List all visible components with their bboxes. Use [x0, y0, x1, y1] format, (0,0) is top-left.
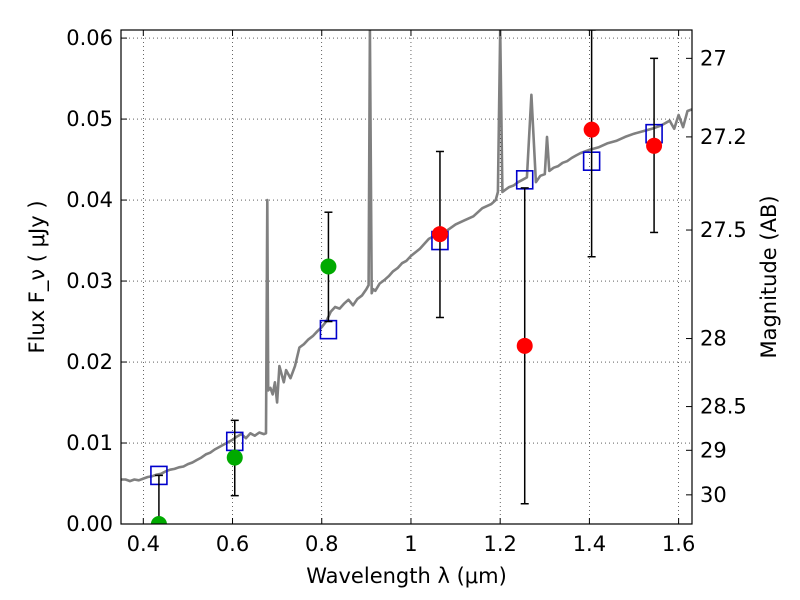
- x-axis-label: Wavelength λ (μm): [306, 564, 507, 588]
- right-tick-label: 28: [700, 327, 727, 351]
- x-tick-label: 1: [404, 532, 417, 556]
- measured-point: [583, 121, 600, 138]
- right-tick-label: 27.2: [700, 125, 747, 149]
- plot-frame: [120, 29, 693, 525]
- right-tick-label: 30: [700, 483, 727, 507]
- spectrum-line: [121, 30, 692, 483]
- x-tick-label: 1.6: [662, 532, 695, 556]
- x-tick-label: 0.4: [127, 532, 160, 556]
- plot-area: [121, 30, 692, 524]
- measured-point: [226, 449, 243, 466]
- y-tick-label: 0.01: [66, 431, 113, 455]
- right-tick-label: 29: [700, 438, 727, 462]
- x-tick-label: 1.4: [573, 532, 606, 556]
- y-axis-label: Flux F_ν ( μJy ): [25, 200, 50, 353]
- grid: [121, 30, 692, 525]
- y-tick-label: 0.05: [66, 107, 113, 131]
- measured-point: [431, 226, 448, 243]
- y-tick-label: 0.06: [66, 26, 113, 50]
- model-square-marker: [319, 319, 338, 340]
- measured-point: [516, 337, 533, 354]
- measured-point: [150, 516, 167, 524]
- y-tick-label: 0.03: [66, 269, 113, 293]
- y-tick-label: 0.04: [66, 188, 113, 212]
- right-tick-label: 28.5: [700, 395, 747, 419]
- tick-marks: [121, 30, 692, 525]
- right-tick-label: 27.5: [700, 218, 747, 242]
- y-tick-label: 0.00: [66, 512, 113, 536]
- right-tick-label: 27: [700, 46, 727, 70]
- measured-point: [320, 258, 337, 275]
- right-axis-label: Magnitude (AB): [757, 195, 781, 358]
- x-tick-label: 0.6: [216, 532, 249, 556]
- tick-labels: 0.4 0.6 0.8 1 1.2 1.4 1.6 0.00 0.01 0.02 0.03 0.04 0…: [66, 26, 747, 556]
- y-tick-label: 0.02: [66, 350, 113, 374]
- measured-point: [646, 137, 663, 154]
- x-tick-label: 1.2: [483, 532, 516, 556]
- x-tick-label: 0.8: [305, 532, 338, 556]
